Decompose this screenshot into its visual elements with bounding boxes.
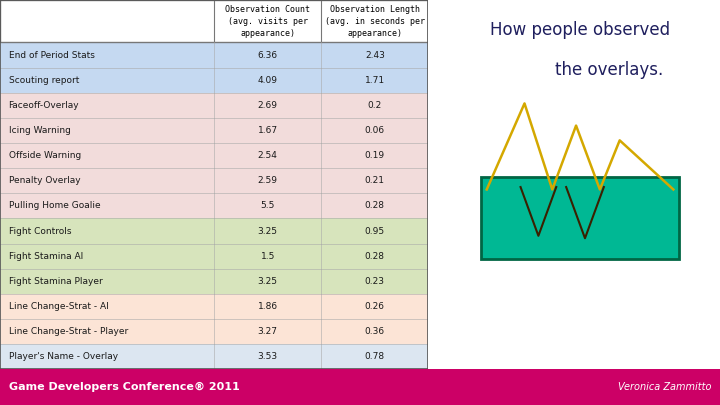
- Text: Line Change-Strat - AI: Line Change-Strat - AI: [9, 302, 108, 311]
- Text: Line Change-Strat - Player: Line Change-Strat - Player: [9, 327, 128, 336]
- Text: 2.43: 2.43: [365, 51, 384, 60]
- Bar: [0, 344, 428, 369]
- Text: 1.67: 1.67: [258, 126, 278, 135]
- Text: 0.06: 0.06: [365, 126, 385, 135]
- Text: Game Developers Conference® 2011: Game Developers Conference® 2011: [9, 382, 239, 392]
- Text: 1.5: 1.5: [261, 252, 275, 261]
- Text: Offside Warning: Offside Warning: [9, 151, 81, 160]
- Bar: [0, 43, 428, 68]
- Text: 0.28: 0.28: [365, 201, 385, 211]
- Text: 0.28: 0.28: [365, 252, 385, 261]
- Text: Veronica Zammitto: Veronica Zammitto: [618, 382, 711, 392]
- Bar: [0, 218, 428, 244]
- Text: Penalty Overlay: Penalty Overlay: [9, 176, 80, 185]
- Text: Fight Controls: Fight Controls: [9, 226, 71, 236]
- Text: 0.95: 0.95: [365, 226, 385, 236]
- Text: Observation Length
(avg. in seconds per
appearance): Observation Length (avg. in seconds per …: [325, 5, 425, 38]
- Text: 3.27: 3.27: [258, 327, 278, 336]
- Text: 0.21: 0.21: [365, 176, 385, 185]
- Bar: [0, 319, 428, 344]
- Text: 0.26: 0.26: [365, 302, 385, 311]
- Text: 0.19: 0.19: [365, 151, 385, 160]
- Text: Pulling Home Goalie: Pulling Home Goalie: [9, 201, 100, 211]
- Bar: [481, 177, 679, 258]
- Text: the overlays.: the overlays.: [555, 61, 663, 79]
- Bar: [0, 68, 428, 93]
- Text: How people observed: How people observed: [490, 21, 670, 38]
- Bar: [0, 93, 428, 118]
- Text: 0.78: 0.78: [365, 352, 385, 361]
- Text: 3.25: 3.25: [258, 226, 278, 236]
- Text: 4.09: 4.09: [258, 76, 278, 85]
- Text: 0.23: 0.23: [365, 277, 385, 286]
- Bar: [0, 143, 428, 168]
- Text: 1.86: 1.86: [258, 302, 278, 311]
- Text: 6.36: 6.36: [258, 51, 278, 60]
- Text: 2.54: 2.54: [258, 151, 278, 160]
- Text: End of Period Stats: End of Period Stats: [9, 51, 94, 60]
- Text: Fight Stamina AI: Fight Stamina AI: [9, 252, 83, 261]
- Text: Fight Stamina Player: Fight Stamina Player: [9, 277, 102, 286]
- Bar: [0, 0, 428, 43]
- Text: Scouting report: Scouting report: [9, 76, 79, 85]
- Bar: [0, 294, 428, 319]
- Bar: [0, 193, 428, 218]
- Bar: [0, 118, 428, 143]
- Text: 3.53: 3.53: [258, 352, 278, 361]
- Text: 2.59: 2.59: [258, 176, 278, 185]
- Bar: [0, 269, 428, 294]
- Text: 3.25: 3.25: [258, 277, 278, 286]
- Text: 0.2: 0.2: [368, 101, 382, 110]
- Text: Faceoff-Overlay: Faceoff-Overlay: [9, 101, 79, 110]
- Text: Observation Count
(avg. visits per
appearance): Observation Count (avg. visits per appea…: [225, 5, 310, 38]
- Text: Player's Name - Overlay: Player's Name - Overlay: [9, 352, 117, 361]
- Bar: [0, 168, 428, 193]
- Text: Icing Warning: Icing Warning: [9, 126, 71, 135]
- Text: 1.71: 1.71: [365, 76, 385, 85]
- Text: 0.36: 0.36: [365, 327, 385, 336]
- Text: 5.5: 5.5: [261, 201, 275, 211]
- Bar: [0, 244, 428, 269]
- Text: 2.69: 2.69: [258, 101, 278, 110]
